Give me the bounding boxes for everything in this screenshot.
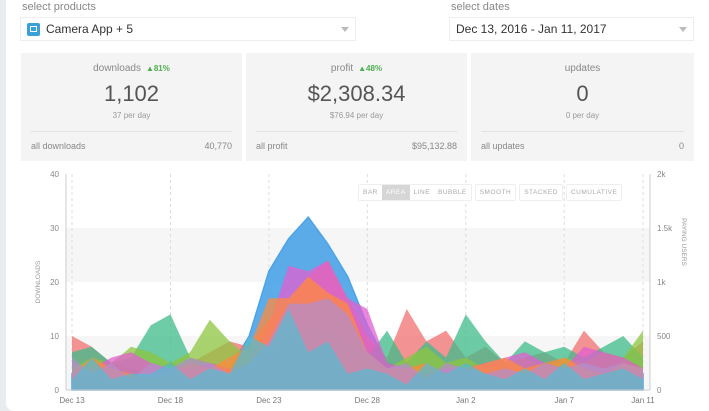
card-value: $2,308.34 [307, 81, 406, 106]
downloads-card: downloads ▲81% 1,102 37 per day all downl… [21, 53, 242, 161]
y-tick-label: 0 [55, 386, 60, 395]
chevron-down-icon [679, 27, 687, 32]
card-title: profit [330, 63, 354, 74]
cumulative-toggle[interactable]: CUMULATIVE [566, 185, 622, 200]
area-series-6 [72, 298, 643, 390]
card-subvalue: 37 per day [112, 111, 151, 120]
y-tick-label: 10 [50, 332, 59, 341]
card-title: downloads [93, 63, 141, 74]
x-tick-label: Dec 18 [158, 396, 184, 405]
date-range-value: Dec 13, 2016 - Jan 11, 2017 [456, 22, 607, 36]
products-label: select products [22, 1, 96, 13]
profit-card: profit ▲48% $2,308.34 $76.94 per day all … [246, 53, 467, 161]
chevron-down-icon [341, 27, 349, 32]
chart-type-bubble[interactable]: BUBBLE [434, 185, 471, 200]
date-range-select[interactable]: Dec 13, 2016 - Jan 11, 2017 [449, 17, 694, 41]
divider [256, 131, 457, 132]
chart-type-group: BAR AREA LINE BUBBLE [358, 184, 472, 201]
x-tick-label: Jan 11 [631, 396, 655, 405]
chart-toggles: BAR AREA LINE BUBBLE SMOOTH STACKED CUMU… [358, 184, 623, 201]
change-badge: ▲48% [358, 64, 383, 73]
y2-tick-label: 1k [657, 278, 666, 287]
x-tick-label: Jan 2 [456, 396, 476, 405]
area-series-4 [72, 260, 643, 390]
stacked-toggle[interactable]: STACKED [520, 185, 562, 200]
chart-type-bar[interactable]: BAR [359, 185, 382, 200]
y-tick-label: 20 [50, 278, 59, 287]
y-tick-label: 40 [50, 170, 59, 179]
card-subvalue: $76.94 per day [329, 111, 384, 120]
y2-tick-label: 1.5k [657, 224, 673, 233]
card-value: 0 [576, 81, 589, 106]
product-select-value: Camera App + 5 [46, 22, 134, 36]
y-tick-label: 30 [50, 224, 59, 233]
y2-tick-label: 500 [657, 332, 671, 341]
chart-type-line[interactable]: LINE [409, 185, 435, 200]
chart-type-area[interactable]: AREA [381, 185, 410, 200]
divider [481, 131, 684, 132]
card-subvalue: 0 per day [565, 111, 600, 120]
card-value: 1,102 [103, 81, 160, 106]
dates-label: select dates [451, 1, 510, 13]
card-title: updates [564, 63, 601, 74]
y2-tick-label: 2k [657, 170, 666, 179]
updates-card: updates 0 0 per day all updates 0 [471, 53, 694, 161]
smooth-toggle[interactable]: SMOOTH [475, 185, 516, 200]
grid-band [66, 228, 650, 282]
divider [31, 131, 232, 132]
x-tick-label: Jan 7 [554, 396, 574, 405]
card-footer-value: 40,770 [204, 141, 232, 151]
change-badge: ▲81% [145, 64, 170, 73]
camera-app-icon [27, 22, 40, 36]
y2-tick-label: 0 [657, 386, 662, 395]
y-axis-label: DOWNLOADS [35, 260, 42, 303]
y2-axis-label: PAYING USERS [680, 218, 687, 266]
card-footer-label: all downloads [31, 141, 86, 151]
area-series-7 [72, 309, 643, 390]
card-footer-value: 0 [678, 141, 684, 151]
card-footer-value: $95,132.88 [411, 141, 457, 151]
x-tick-label: Dec 13 [59, 396, 85, 405]
x-tick-label: Dec 23 [256, 396, 282, 405]
area-series-5 [72, 276, 643, 390]
x-tick-label: Dec 28 [355, 396, 381, 405]
card-footer-label: all profit [256, 141, 288, 151]
card-footer-label: all updates [481, 141, 525, 151]
product-select[interactable]: Camera App + 5 [20, 17, 356, 41]
